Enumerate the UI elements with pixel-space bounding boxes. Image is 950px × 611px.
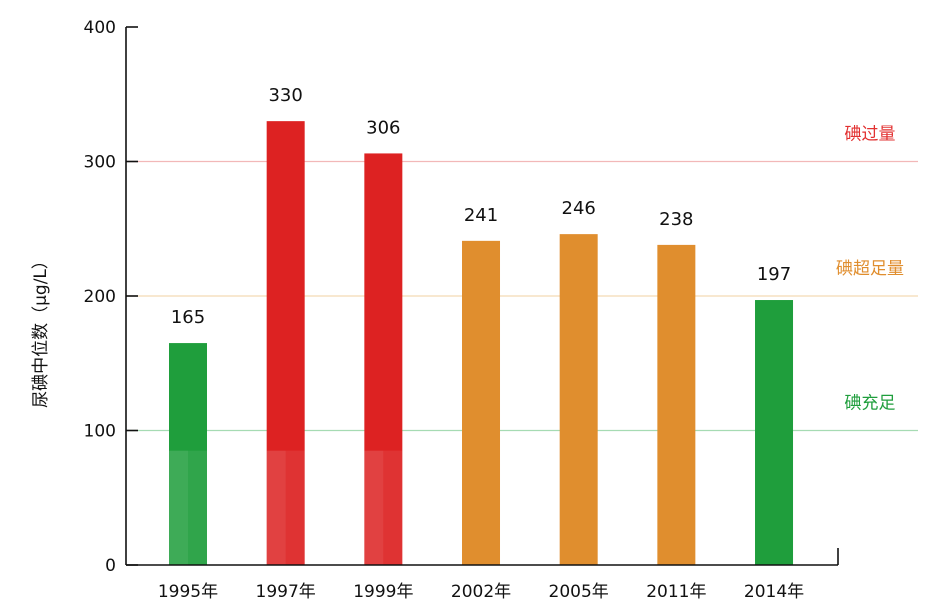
bar-2-light-segment-right <box>383 450 403 565</box>
bar-6 <box>755 300 794 565</box>
y-tick-label-300: 300 <box>84 153 116 173</box>
category-label-4: 2005年 <box>549 582 609 602</box>
y-tick-label-100: 100 <box>84 422 116 442</box>
y-tick-label-400: 400 <box>84 18 116 38</box>
bar-0 <box>169 343 207 565</box>
data-label-1: 330 <box>268 85 302 106</box>
bar-4 <box>559 234 598 565</box>
bar-1 <box>266 121 305 566</box>
bar-1-light-segment-right <box>285 450 305 565</box>
bar-2 <box>364 153 403 565</box>
data-label-5: 238 <box>659 209 693 230</box>
data-label-2: 306 <box>366 117 400 138</box>
bar-2-light-segment-left <box>364 450 384 565</box>
category-labels: 1995年 1997年 1999年 2002年 2005年 2011年 2014年 <box>158 582 804 602</box>
bar-0-light-segment-left <box>169 450 188 565</box>
data-labels: 165 330 306 241 246 238 197 <box>171 85 791 328</box>
zone-label-100: 碘充足 <box>845 394 896 414</box>
bars <box>169 121 794 566</box>
bar-0-segment-frame <box>169 451 207 565</box>
reference-lines <box>126 160 918 432</box>
bar-5 <box>657 244 696 565</box>
data-label-4: 246 <box>562 198 596 219</box>
category-label-1: 1997年 <box>256 582 316 602</box>
zone-label-200: 碘超足量 <box>836 259 904 279</box>
bar-0-light-segment-right <box>188 450 207 565</box>
category-label-5: 2011年 <box>646 582 706 602</box>
bar-2-segment-frame <box>364 451 402 565</box>
data-label-0: 165 <box>171 307 205 328</box>
y-axis-label: 尿碘中位数（μg/L） <box>31 252 51 408</box>
y-ticks: 0 100 200 300 400 <box>84 18 138 576</box>
bar-3 <box>462 240 501 566</box>
category-label-3: 2002年 <box>451 582 511 602</box>
zone-label-300: 碘过量 <box>845 125 896 145</box>
category-label-6: 2014年 <box>744 582 804 602</box>
y-tick-label-0: 0 <box>105 556 116 576</box>
bar-1-segment-frame <box>267 451 305 565</box>
data-label-6: 197 <box>757 264 791 285</box>
category-label-0: 1995年 <box>158 582 218 602</box>
bar-1-light-segment-left <box>266 450 286 565</box>
data-label-3: 241 <box>464 205 498 226</box>
category-label-2: 1999年 <box>353 582 413 602</box>
y-tick-label-200: 200 <box>84 287 116 307</box>
